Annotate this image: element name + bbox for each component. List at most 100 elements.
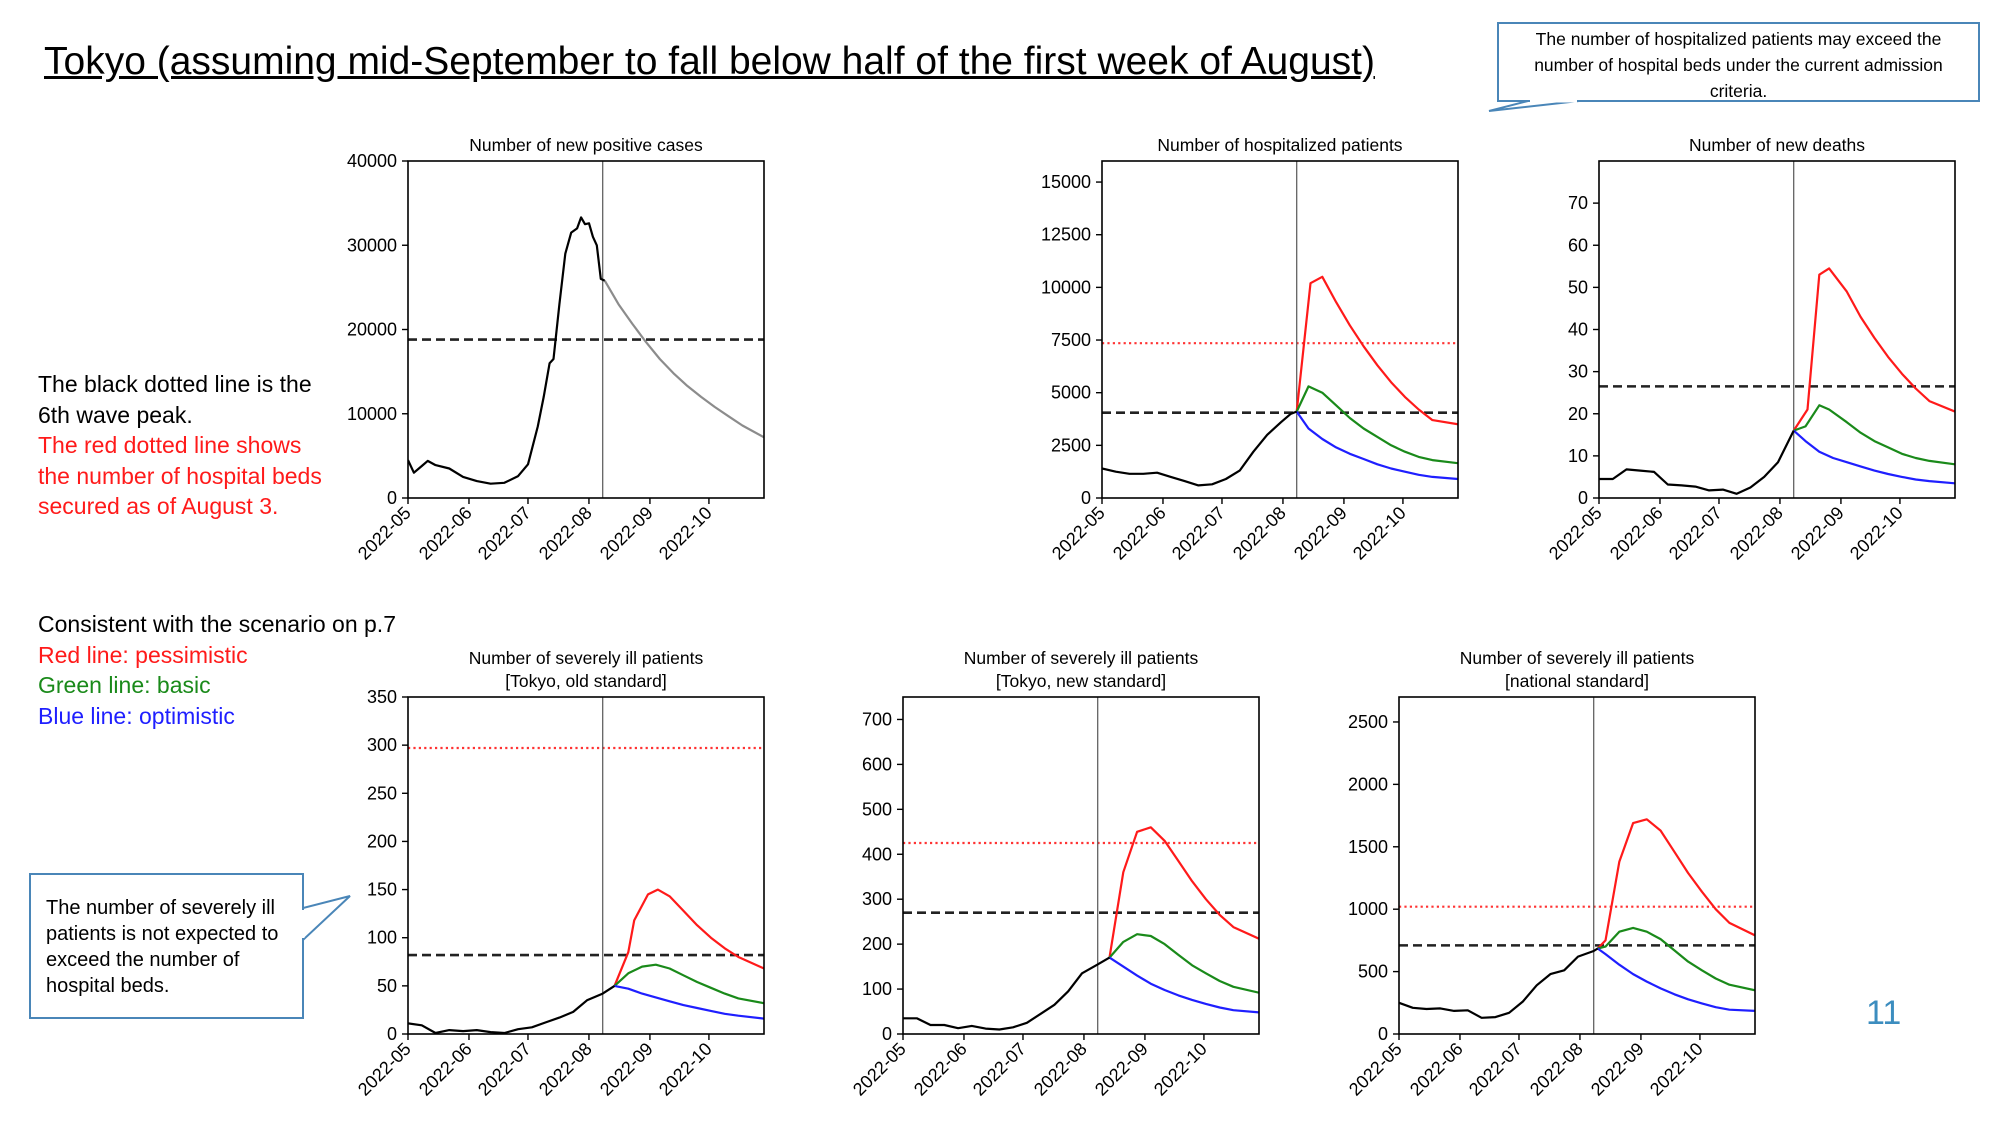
x-tick-label: 2022-10 (1646, 1039, 1707, 1100)
plot-frame (1101, 160, 1459, 499)
black-line-note: The black dotted line is the 6th wave pe… (38, 371, 312, 428)
y-tick-label: 600 (862, 754, 892, 774)
series-optimistic-line (614, 984, 764, 1020)
page-number: 11 (1866, 994, 1902, 1032)
plot-frame (407, 696, 765, 1035)
x-tick-label: 2022-07 (474, 503, 535, 564)
series-pessimistic-line (1792, 267, 1955, 432)
x-tick-label: 2022-07 (969, 1039, 1030, 1100)
x-tick-label: 2022-08 (1229, 503, 1290, 564)
x-tick-label: 2022-10 (1349, 503, 1410, 564)
plot-frame (902, 696, 1260, 1035)
chart-title: Number of severely ill patients (964, 648, 1199, 668)
y-tick-label: 60 (1568, 235, 1588, 255)
series-optimistic-line (1295, 410, 1458, 481)
y-tick-label: 70 (1568, 193, 1588, 213)
plot-frame (1598, 160, 1956, 499)
y-tick-label: 20000 (347, 320, 397, 340)
scenario-pessimistic: Red line: pessimistic (38, 641, 248, 668)
scenario-heading: Consistent with the scenario on p.7 (38, 611, 396, 637)
observed-line (1399, 947, 1599, 1019)
x-tick-label: 2022-05 (354, 1039, 415, 1100)
chart-title: Number of new deaths (1689, 135, 1865, 155)
x-tick-label: 2022-08 (535, 503, 596, 564)
y-tick-label: 7500 (1051, 330, 1091, 350)
y-tick-label: 50 (377, 976, 397, 996)
y-tick-label: 0 (1378, 1024, 1388, 1044)
x-tick-label: 2022-10 (1846, 503, 1907, 564)
plot-area (1398, 696, 1756, 1035)
y-tick-label: 2500 (1348, 712, 1388, 732)
x-tick-label: 2022-09 (596, 1039, 657, 1100)
x-tick-label: 2022-07 (1465, 1039, 1526, 1100)
chart-title: [Tokyo, new standard] (996, 671, 1166, 691)
y-tick-label: 10000 (347, 404, 397, 424)
plot-frame (1398, 696, 1756, 1035)
y-tick-label: 0 (882, 1024, 892, 1044)
chart-title: [national standard] (1505, 671, 1649, 691)
x-tick-label: 2022-05 (354, 503, 415, 564)
severe-callout-text: The number of severely ill patients is n… (46, 897, 279, 997)
x-tick-label: 2022-08 (1526, 1039, 1587, 1100)
scenario-optimistic: Blue line: optimistic (38, 702, 235, 729)
x-tick-label: 2022-08 (535, 1039, 596, 1100)
y-tick-label: 15000 (1041, 172, 1091, 192)
x-tick-label: 2022-10 (655, 1039, 716, 1100)
observed-line (1102, 410, 1298, 487)
severe-callout: The number of severely ill patients is n… (29, 873, 304, 1019)
x-tick-label: 2022-06 (1406, 1039, 1467, 1100)
y-tick-label: 500 (862, 799, 892, 819)
series-pessimistic-line (613, 888, 764, 987)
x-tick-label: 2022-09 (1787, 503, 1848, 564)
plot-area (407, 160, 765, 499)
y-tick-label: 300 (862, 889, 892, 909)
y-tick-label: 20 (1568, 404, 1588, 424)
series-basic-line (1108, 933, 1259, 994)
y-tick-label: 10000 (1041, 277, 1091, 297)
observed-line (408, 216, 606, 485)
x-tick-label: 2022-10 (1150, 1039, 1211, 1100)
scenario-legend: Consistent with the scenario on p.7 Red … (38, 609, 458, 731)
x-tick-label: 2022-05 (1545, 503, 1606, 564)
series-basic-line (1793, 404, 1955, 466)
x-tick-label: 2022-10 (655, 503, 716, 564)
x-tick-label: 2022-07 (1168, 503, 1229, 564)
y-tick-label: 40000 (347, 151, 397, 171)
x-tick-label: 2022-05 (849, 1039, 910, 1100)
plot-frame (407, 160, 765, 499)
red-line-note: The red dotted line shows the number of … (38, 432, 322, 519)
plot-area (407, 696, 765, 1035)
y-tick-label: 400 (862, 844, 892, 864)
chart-title: Number of new positive cases (469, 135, 703, 155)
slide-title: Tokyo (assuming mid-September to fall be… (44, 40, 1375, 83)
series-basic-line (613, 963, 764, 1005)
series-basic-line (1295, 385, 1458, 465)
y-tick-label: 100 (367, 928, 397, 948)
observed-line (1599, 430, 1795, 495)
x-tick-label: 2022-05 (1048, 503, 1109, 564)
hospitalized-callout: The number of hospitalized patients may … (1497, 22, 1980, 102)
series-pessimistic-line (1596, 818, 1755, 950)
y-tick-label: 200 (862, 934, 892, 954)
y-tick-label: 0 (1081, 488, 1091, 508)
y-tick-label: 100 (862, 979, 892, 999)
y-tick-label: 500 (1358, 962, 1388, 982)
x-tick-label: 2022-06 (415, 503, 476, 564)
line-explanation: The black dotted line is the 6th wave pe… (38, 369, 338, 522)
x-tick-label: 2022-07 (474, 1039, 535, 1100)
hospitalized-callout-text: The number of hospitalized patients may … (1534, 29, 1943, 101)
plot-area (902, 696, 1260, 1035)
y-tick-label: 350 (367, 687, 397, 707)
x-tick-label: 2022-09 (596, 503, 657, 564)
y-tick-label: 250 (367, 783, 397, 803)
chart-title: Number of hospitalized patients (1157, 135, 1402, 155)
x-tick-label: 2022-08 (1726, 503, 1787, 564)
series-optimistic-line (1792, 429, 1955, 485)
chart-title: [Tokyo, old standard] (505, 671, 666, 691)
